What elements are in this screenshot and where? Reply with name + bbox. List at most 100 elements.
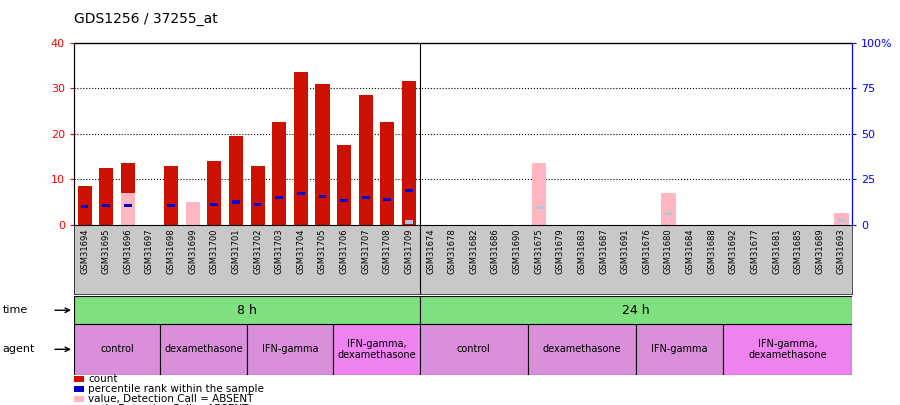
Text: GSM31700: GSM31700 — [210, 228, 219, 274]
Bar — [362, 196, 370, 199]
Bar — [535, 206, 543, 209]
Text: GSM31685: GSM31685 — [794, 228, 803, 274]
Bar — [207, 161, 221, 225]
Bar — [99, 168, 113, 225]
Bar — [250, 166, 265, 225]
Bar — [405, 220, 413, 224]
Bar — [662, 193, 676, 225]
Text: GSM31683: GSM31683 — [578, 228, 587, 274]
Text: time: time — [3, 305, 28, 315]
Bar — [121, 163, 135, 225]
Text: GSM31677: GSM31677 — [751, 228, 760, 274]
Text: IFN-gamma,
dexamethasone: IFN-gamma, dexamethasone — [748, 339, 827, 360]
Text: GSM31696: GSM31696 — [123, 228, 132, 274]
Text: GSM31693: GSM31693 — [837, 228, 846, 274]
Bar — [419, 296, 852, 324]
Text: GSM31706: GSM31706 — [339, 228, 348, 274]
Text: rank, Detection Call = ABSENT: rank, Detection Call = ABSENT — [88, 404, 248, 405]
Bar — [405, 189, 413, 192]
Text: GSM31676: GSM31676 — [643, 228, 652, 274]
Text: control: control — [100, 344, 134, 354]
Text: dexamethasone: dexamethasone — [164, 344, 243, 354]
Text: GSM31691: GSM31691 — [621, 228, 630, 274]
Text: GSM31674: GSM31674 — [426, 228, 435, 274]
Text: GSM31681: GSM31681 — [772, 228, 781, 274]
Text: GSM31694: GSM31694 — [80, 228, 89, 274]
Bar — [297, 192, 305, 195]
Text: GSM31682: GSM31682 — [470, 228, 479, 274]
Bar — [272, 122, 286, 225]
Bar — [124, 204, 131, 207]
Text: GSM31680: GSM31680 — [664, 228, 673, 274]
Text: GSM31708: GSM31708 — [382, 228, 392, 274]
Bar — [167, 204, 175, 207]
Text: GSM31707: GSM31707 — [361, 228, 370, 274]
Text: GDS1256 / 37255_at: GDS1256 / 37255_at — [74, 12, 218, 26]
Bar — [664, 213, 672, 215]
Text: IFN-gamma,
dexamethasone: IFN-gamma, dexamethasone — [338, 339, 416, 360]
Text: GSM31699: GSM31699 — [188, 228, 197, 274]
Bar — [74, 296, 419, 324]
Bar — [383, 198, 392, 201]
Text: 8 h: 8 h — [237, 304, 256, 317]
Text: GSM31703: GSM31703 — [274, 228, 284, 274]
Bar — [160, 324, 247, 375]
Text: GSM31690: GSM31690 — [513, 228, 522, 274]
Bar — [636, 324, 723, 375]
Text: IFN-gamma: IFN-gamma — [651, 344, 707, 354]
Text: value, Detection Call = ABSENT: value, Detection Call = ABSENT — [88, 394, 254, 404]
Bar — [402, 81, 416, 225]
Bar — [381, 122, 394, 225]
Bar — [77, 186, 92, 225]
Text: count: count — [88, 374, 118, 384]
Bar — [333, 324, 419, 375]
Bar — [528, 324, 636, 375]
Text: GSM31709: GSM31709 — [404, 228, 413, 274]
Bar — [338, 145, 351, 225]
Text: GSM31697: GSM31697 — [145, 228, 154, 274]
Bar — [359, 95, 373, 225]
Bar — [247, 324, 333, 375]
Bar — [229, 136, 243, 225]
Bar — [293, 72, 308, 225]
Bar — [419, 324, 528, 375]
Bar — [834, 213, 849, 225]
Bar — [319, 195, 327, 198]
Bar — [232, 200, 240, 204]
Bar — [185, 202, 200, 225]
Text: percentile rank within the sample: percentile rank within the sample — [88, 384, 264, 394]
Text: GSM31678: GSM31678 — [447, 228, 456, 274]
Text: GSM31675: GSM31675 — [535, 228, 544, 274]
Bar — [532, 163, 545, 225]
Text: GSM31701: GSM31701 — [231, 228, 240, 274]
Bar — [838, 219, 845, 222]
Text: GSM31688: GSM31688 — [707, 228, 716, 274]
Text: GSM31704: GSM31704 — [296, 228, 305, 274]
Bar — [74, 324, 160, 375]
Bar — [103, 204, 110, 207]
Text: GSM31684: GSM31684 — [686, 228, 695, 274]
Text: GSM31695: GSM31695 — [102, 228, 111, 274]
Text: GSM31687: GSM31687 — [599, 228, 608, 274]
Bar — [121, 193, 135, 225]
Bar — [211, 203, 218, 206]
Text: GSM31689: GSM31689 — [815, 228, 824, 274]
Text: 24 h: 24 h — [622, 304, 650, 317]
Text: GSM31692: GSM31692 — [729, 228, 738, 274]
Bar — [723, 324, 852, 375]
Bar — [81, 205, 88, 208]
Text: GSM31679: GSM31679 — [556, 228, 565, 274]
Bar — [254, 203, 262, 206]
Text: agent: agent — [3, 344, 35, 354]
Bar — [275, 196, 284, 199]
Text: GSM31686: GSM31686 — [491, 228, 500, 274]
Text: GSM31702: GSM31702 — [253, 228, 262, 274]
Text: GSM31698: GSM31698 — [166, 228, 176, 274]
Text: dexamethasone: dexamethasone — [543, 344, 621, 354]
Bar — [340, 198, 348, 202]
Text: control: control — [457, 344, 490, 354]
Text: GSM31705: GSM31705 — [318, 228, 327, 274]
Bar — [316, 83, 329, 225]
Bar — [164, 166, 178, 225]
Text: IFN-gamma: IFN-gamma — [262, 344, 319, 354]
